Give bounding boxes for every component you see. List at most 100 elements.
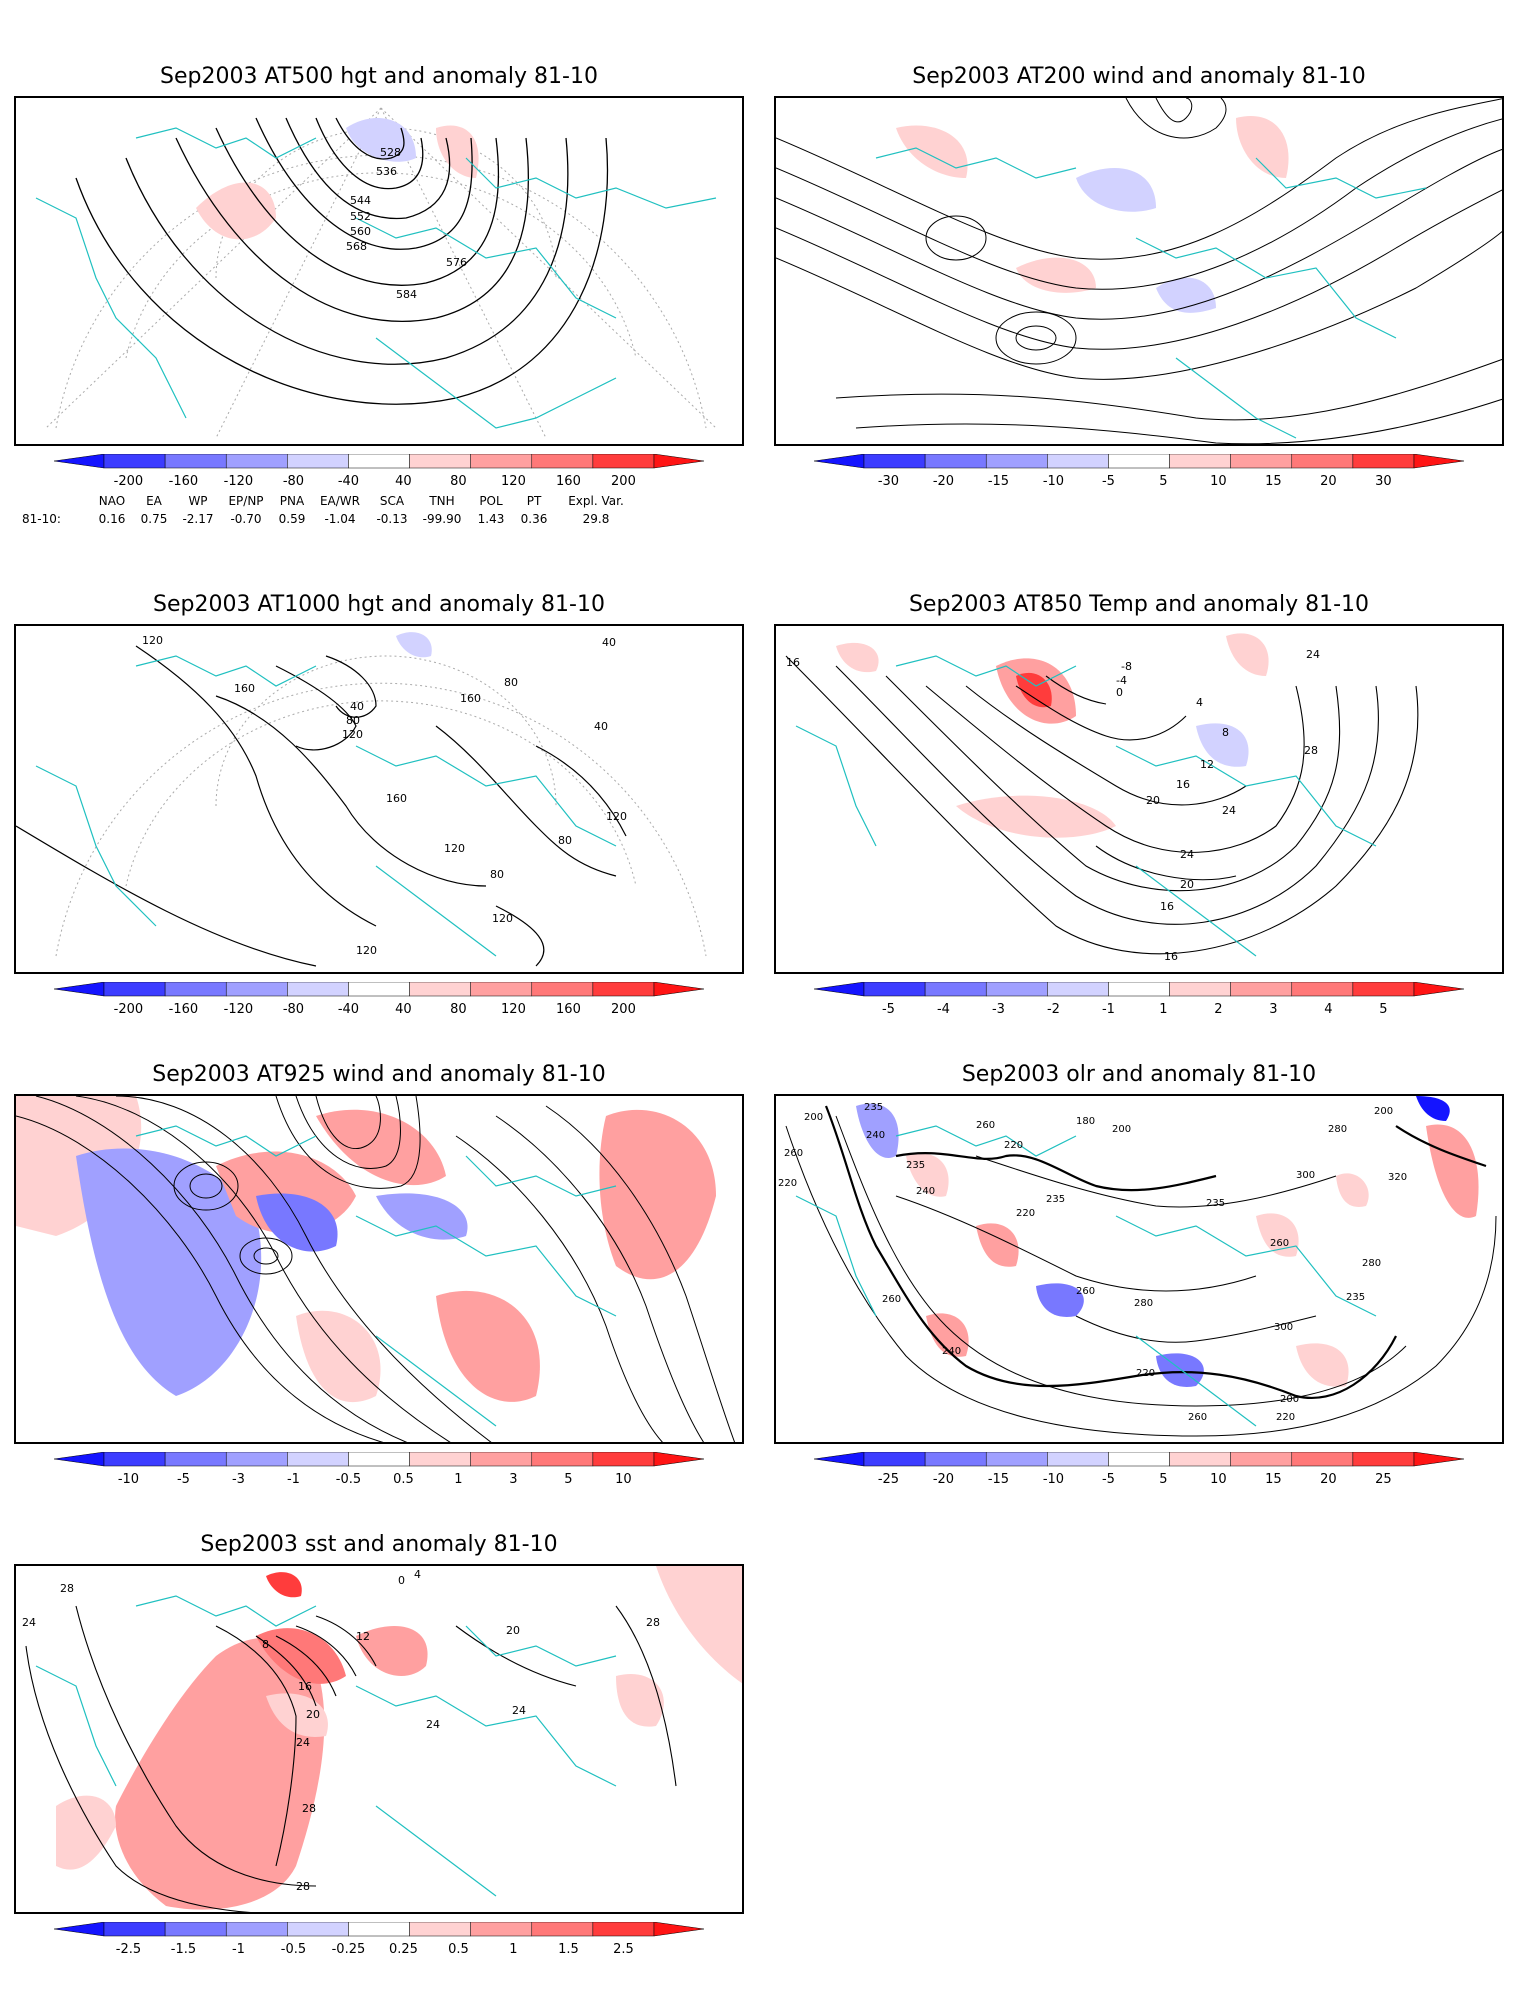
panel-at500: Sep2003 AT500 hgt and anomaly 81-10 — [14, 62, 744, 489]
colorbar-tick-label: 15 — [1265, 474, 1282, 489]
colorbar-tick-label: -1 — [1101, 1002, 1115, 1017]
contour-label: 200 — [804, 1112, 823, 1123]
contour-label: 220 — [778, 1178, 797, 1189]
contour-label: 120 — [444, 842, 465, 855]
colorbar-segment — [1230, 1452, 1293, 1467]
colorbar-segment — [348, 1452, 410, 1467]
colorbar-segment — [924, 454, 987, 469]
contour-label: 260 — [1188, 1412, 1207, 1423]
colorbar-segment — [470, 1922, 533, 1937]
map-plot: 200 235 240 260 220 235 180 200 220 235 … — [774, 1094, 1504, 1444]
colorbar-tick-label: -40 — [337, 1002, 360, 1017]
colorbar-tick-label: 160 — [556, 474, 581, 489]
colorbar-tick-label: -5 — [176, 1472, 190, 1487]
contour-label: 240 — [916, 1186, 935, 1197]
index-value: 0.16 — [98, 512, 126, 526]
colorbar-segment — [164, 982, 227, 997]
colorbar-tick-label: -120 — [223, 1002, 254, 1017]
colorbar-segment — [287, 982, 349, 997]
panel-at200: Sep2003 AT200 wind and anomaly 81-10 — [774, 62, 1504, 489]
contour-label: 12 — [356, 1630, 370, 1643]
map-svg: 16 -8 -4 0 4 8 12 16 20 24 28 24 20 16 2… — [785, 633, 1419, 963]
colorbar-tick-label: -2.5 — [115, 1942, 142, 1957]
colorbar-arrow-high — [1413, 454, 1464, 469]
index-value: 0.36 — [520, 512, 548, 526]
colorbar-tick-label: -25 — [877, 1472, 900, 1487]
contour-label: 300 — [1274, 1322, 1293, 1333]
colorbar-segment — [103, 1452, 166, 1467]
index-value: 0.59 — [278, 512, 306, 526]
colorbar-tick-label: 15 — [1265, 1472, 1282, 1487]
contour-label: 80 — [504, 676, 518, 689]
colorbar-svg — [814, 982, 1464, 997]
contour-label: 260 — [1076, 1286, 1095, 1297]
colorbar-tick-label: -20 — [932, 474, 955, 489]
contour-label: -4 — [1116, 674, 1127, 687]
index-header: TNH — [429, 494, 455, 508]
colorbar-tick-label: -10 — [117, 1472, 140, 1487]
contour-label: 260 — [1270, 1238, 1289, 1249]
colorbar-segment — [1291, 1452, 1354, 1467]
contour-label: 16 — [1160, 900, 1174, 913]
colorbar-tick-label: -160 — [168, 474, 199, 489]
colorbar-arrow-high — [653, 982, 704, 997]
contour-label: 24 — [512, 1704, 526, 1717]
contour-label: 584 — [396, 288, 417, 301]
colorbar-segment — [592, 1922, 655, 1937]
contour-label: 4 — [1196, 696, 1203, 709]
colorbar-tick-label: -5 — [881, 1002, 895, 1017]
colorbar-arrow-low — [814, 454, 865, 469]
colorbar: -2.5 -1.5 -1 -0.5 -0.25 0.25 0.5 1 1.5 2.5 — [54, 1922, 704, 1966]
colorbar-tick-label: -30 — [877, 474, 900, 489]
colorbar-tick-label: -15 — [987, 474, 1010, 489]
colorbar-tick-label: 20 — [1320, 474, 1337, 489]
contour-label: 220 — [1136, 1368, 1155, 1379]
colorbar-svg — [54, 1922, 704, 1937]
map-plot: 528 536 544 552 560 568 576 584 — [14, 96, 744, 446]
contour-label: 28 — [302, 1802, 316, 1815]
contour-label: 40 — [594, 720, 608, 733]
contour-label: 28 — [646, 1616, 660, 1629]
index-header: EA — [146, 494, 162, 508]
contour-label: 280 — [1328, 1124, 1347, 1135]
contour-label: 80 — [346, 714, 360, 727]
colorbar-arrow-low — [54, 454, 105, 469]
colorbar-segment — [470, 454, 533, 469]
colorbar-segment — [409, 1452, 471, 1467]
map-svg — [16, 1096, 736, 1442]
index-value: -2.17 — [182, 512, 214, 526]
contour-label: 260 — [976, 1120, 995, 1131]
colorbar-tick-label: 2 — [1214, 1002, 1223, 1017]
index-value-row: 81-10: 0.16 0.75 -2.17 -0.70 0.59 -1.04 … — [22, 512, 742, 528]
colorbar-segment — [1291, 454, 1354, 469]
contour-label: 160 — [234, 682, 255, 695]
colorbar-segment — [470, 1452, 533, 1467]
contour-label: 235 — [1206, 1198, 1225, 1209]
colorbar-segment — [287, 1922, 349, 1937]
colorbar-segment — [924, 1452, 987, 1467]
contour-label: 180 — [1076, 1116, 1095, 1127]
colorbar-segment — [103, 982, 166, 997]
contour-label: 16 — [1176, 778, 1190, 791]
colorbar-segment — [348, 982, 410, 997]
colorbar-segment — [225, 454, 288, 469]
map-plot — [14, 1094, 744, 1444]
contour-label: 280 — [1134, 1298, 1153, 1309]
contour-label: 120 — [356, 944, 377, 957]
colorbar-arrow-high — [653, 454, 704, 469]
colorbar-segment — [225, 1452, 288, 1467]
colorbar-arrow-low — [54, 1452, 105, 1467]
contour-label: 235 — [1046, 1194, 1065, 1205]
contour-label: 20 — [1180, 878, 1194, 891]
colorbar-tick-label: -1 — [286, 1472, 300, 1487]
colorbar-segment — [1108, 982, 1170, 997]
colorbar-segment — [225, 982, 288, 997]
contour-label: 120 — [492, 912, 513, 925]
colorbar-tick-label: -80 — [282, 474, 305, 489]
contour-label: 220 — [1004, 1140, 1023, 1151]
colorbar-arrow-high — [1413, 982, 1464, 997]
colorbar-svg — [54, 982, 704, 997]
contour-label: 568 — [346, 240, 367, 253]
colorbar-tick-label: -80 — [282, 1002, 305, 1017]
contour-label: 28 — [296, 1880, 310, 1893]
